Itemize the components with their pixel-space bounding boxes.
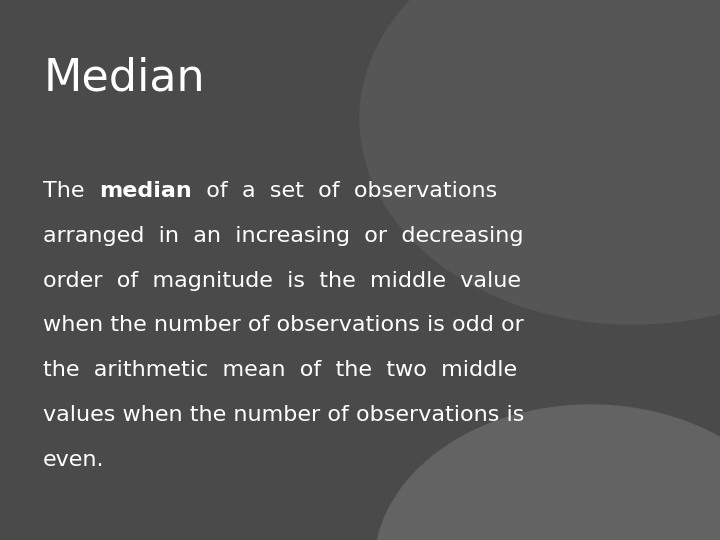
Text: of  a  set  of  observations: of a set of observations	[192, 181, 497, 201]
Circle shape	[374, 405, 720, 540]
Text: values when the number of observations is: values when the number of observations i…	[43, 405, 525, 425]
Text: Median: Median	[43, 57, 204, 100]
Text: when the number of observations is odd or: when the number of observations is odd o…	[43, 315, 524, 335]
Circle shape	[360, 0, 720, 324]
Text: The: The	[43, 181, 99, 201]
Text: even.: even.	[43, 450, 104, 470]
Text: median: median	[99, 181, 192, 201]
Text: the  arithmetic  mean  of  the  two  middle: the arithmetic mean of the two middle	[43, 360, 518, 380]
Text: arranged  in  an  increasing  or  decreasing: arranged in an increasing or decreasing	[43, 226, 523, 246]
Text: order  of  magnitude  is  the  middle  value: order of magnitude is the middle value	[43, 271, 521, 291]
